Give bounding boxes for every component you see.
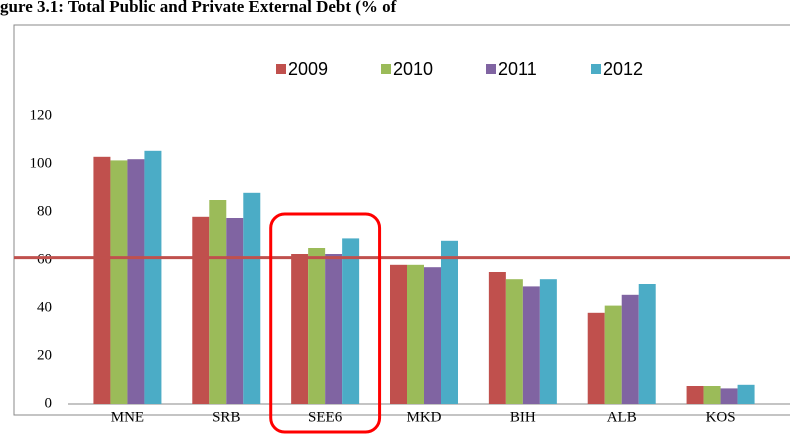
bar (539, 279, 557, 404)
legend-swatch (276, 64, 286, 74)
legend-label: 2012 (603, 59, 643, 79)
bar (390, 264, 407, 404)
bar (291, 254, 309, 404)
y-tick-label: 100 (30, 155, 53, 171)
bar (308, 248, 326, 404)
bar (93, 156, 111, 404)
x-tick-label: SEE6 (308, 409, 343, 425)
bar (720, 388, 738, 404)
bar (522, 286, 540, 404)
bar (243, 192, 261, 404)
y-tick-label: 80 (37, 203, 52, 219)
bar (488, 272, 506, 404)
bar (110, 160, 128, 404)
x-tick-label: KOS (706, 409, 736, 425)
bar (621, 294, 639, 404)
legend-swatch (381, 64, 391, 74)
chart-title: gure 3.1: Total Public and Private Exter… (0, 0, 397, 16)
chart-frame (13, 24, 790, 416)
bar (144, 150, 162, 404)
bar (342, 238, 360, 404)
x-tick-label: BIH (510, 409, 536, 425)
bar (505, 279, 523, 404)
y-tick-label: 40 (37, 299, 52, 315)
legend-swatch (591, 64, 601, 74)
bar (604, 305, 622, 404)
y-tick-label: 0 (45, 395, 53, 411)
legend-label: 2011 (498, 59, 537, 79)
y-tick-label: 20 (37, 347, 52, 363)
bar (192, 216, 210, 404)
y-tick-label: 120 (30, 107, 53, 123)
x-tick-label: MNE (111, 409, 144, 425)
bar (424, 267, 441, 404)
bar (127, 159, 145, 404)
bar (686, 386, 704, 404)
legend-label: 2010 (393, 59, 433, 79)
y-tick-label: 60 (37, 251, 52, 267)
legend-swatch (486, 64, 496, 74)
bar (226, 218, 244, 404)
x-tick-label: MKD (406, 409, 441, 425)
bar (737, 384, 755, 404)
bar (407, 264, 424, 404)
highlight-box (269, 212, 382, 434)
x-tick-label: ALB (607, 409, 637, 425)
bar (441, 240, 458, 404)
legend-label: 2009 (288, 59, 328, 79)
bar (638, 284, 656, 404)
bar (209, 200, 227, 404)
bar (325, 254, 343, 404)
bar (703, 386, 721, 404)
bar (587, 312, 605, 404)
x-tick-label: SRB (212, 409, 240, 425)
